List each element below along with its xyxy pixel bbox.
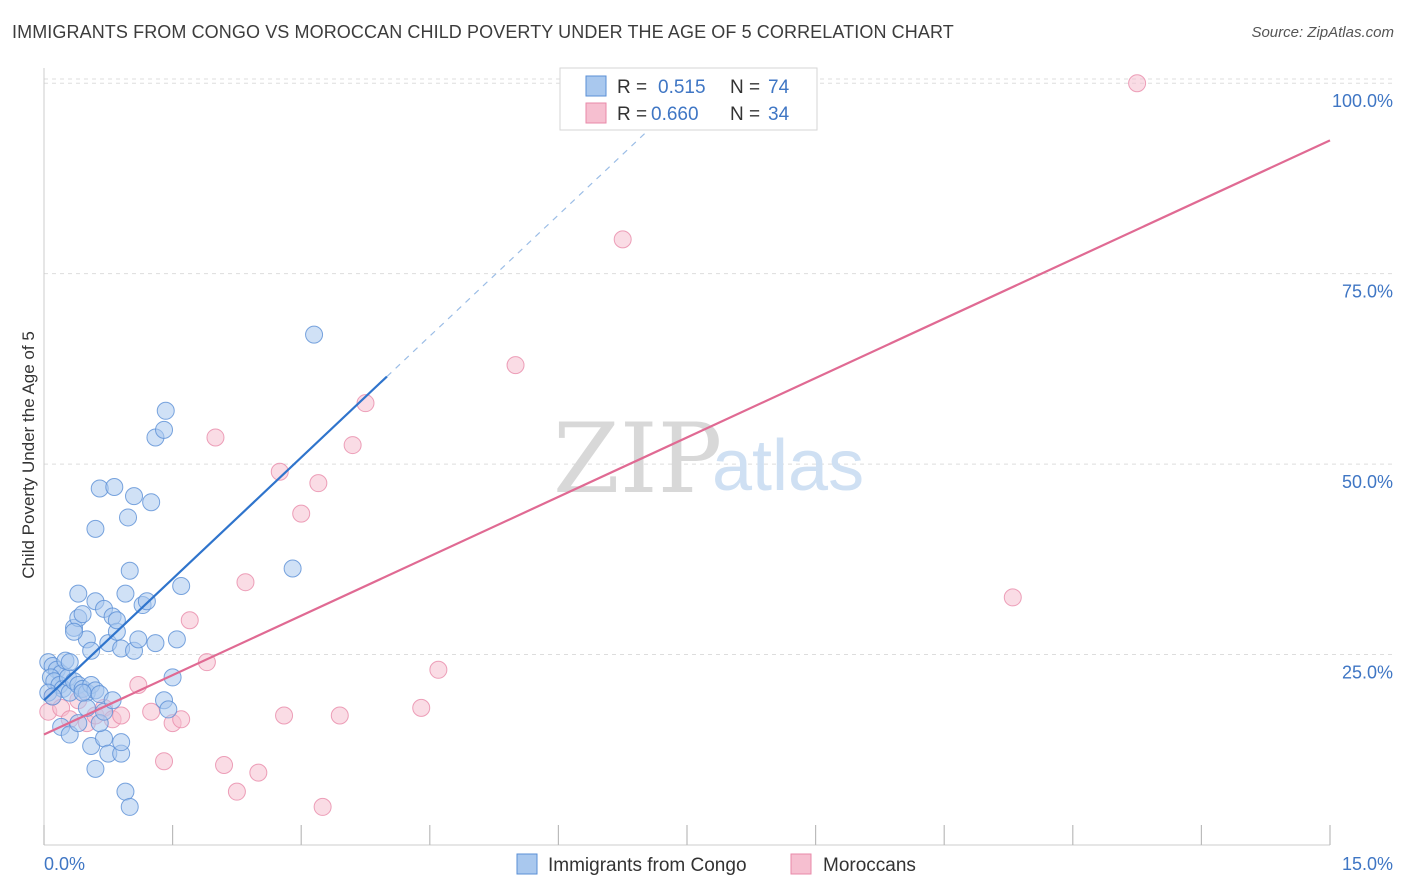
legend-r-label-moroccan: R =	[617, 104, 647, 125]
y-tick-label: 50.0%	[1342, 472, 1393, 492]
moroccan-point	[236, 573, 255, 592]
moroccan-trend-line	[43, 139, 1331, 736]
moroccan-point	[275, 706, 294, 725]
congo-point	[120, 797, 139, 816]
y-axis-title: Child Poverty Under the Age of 5	[19, 331, 38, 579]
moroccan-point	[112, 706, 131, 725]
moroccan-point	[1003, 588, 1022, 607]
congo-point	[60, 653, 79, 672]
moroccan-point	[613, 230, 632, 249]
source-credit: Source: ZipAtlas.com	[1251, 24, 1394, 41]
moroccan-point	[356, 394, 375, 413]
congo-point	[86, 519, 105, 538]
x-tick-label: 0.0%	[44, 854, 85, 874]
congo-point	[142, 493, 161, 512]
bottom-legend: Immigrants from Congo Moroccans	[516, 853, 916, 876]
congo-point	[112, 733, 131, 752]
congo-point	[116, 584, 135, 603]
moroccan-point	[172, 710, 191, 729]
congo-point	[105, 477, 124, 496]
bottom-legend-swatch-moroccan	[790, 853, 812, 875]
congo-point	[69, 584, 88, 603]
congo-point	[65, 622, 84, 641]
moroccan-point	[249, 763, 268, 782]
moroccan-point	[270, 462, 289, 481]
legend-swatch-moroccan	[585, 102, 607, 124]
bottom-legend-label-congo: Immigrants from Congo	[548, 855, 747, 876]
legend-n-value-moroccan: 34	[768, 104, 790, 125]
moroccan-point	[330, 706, 349, 725]
y-tick-labels: 25.0% 50.0% 75.0% 100.0%	[1332, 91, 1393, 682]
moroccan-point	[429, 660, 448, 679]
congo-point	[86, 759, 105, 778]
legend-n-label-congo: N =	[730, 77, 760, 98]
y-tick-label: 100.0%	[1332, 91, 1393, 111]
x-tick-label: 15.0%	[1342, 854, 1393, 874]
watermark-atlas: atlas	[712, 426, 864, 506]
congo-point	[146, 634, 165, 653]
moroccan-point	[313, 797, 332, 816]
congo-point	[305, 325, 324, 344]
congo-point	[82, 641, 101, 660]
congo-point	[73, 605, 92, 624]
legend-r-label-congo: R =	[617, 77, 647, 98]
congo-point	[283, 559, 302, 578]
gridlines	[44, 78, 1394, 656]
moroccan-point	[309, 474, 328, 493]
legend-r-value-moroccan: 0.660	[651, 104, 699, 125]
trend-lines	[43, 109, 1331, 736]
moroccan-point	[506, 356, 525, 375]
congo-point	[159, 700, 178, 719]
top-legend: R = 0.515 N = 74 R = 0.660 N = 34	[559, 67, 818, 131]
congo-point	[137, 592, 156, 611]
congo-point	[107, 611, 126, 630]
x-tick-labels: 0.0% 15.0%	[44, 854, 1393, 874]
congo-point	[95, 729, 114, 748]
y-tick-label: 25.0%	[1342, 663, 1393, 683]
congo-point	[119, 508, 138, 527]
congo-trend-line	[43, 375, 388, 702]
congo-point	[125, 487, 144, 506]
legend-swatch-congo	[585, 75, 607, 97]
watermark-zip: ZIP	[553, 403, 722, 515]
congo-point	[120, 561, 139, 580]
moroccan-point	[1128, 74, 1147, 93]
chart-title: IMMIGRANTS FROM CONGO VS MOROCCAN CHILD …	[12, 22, 954, 42]
moroccan-point	[227, 782, 246, 801]
legend-n-label-moroccan: N =	[730, 104, 760, 125]
legend-r-value-congo: 0.515	[658, 77, 706, 98]
moroccan-point	[412, 698, 431, 717]
congo-point	[129, 630, 148, 649]
congo-point	[155, 420, 174, 439]
moroccan-point	[206, 428, 225, 447]
congo-point	[156, 401, 175, 420]
congo-point	[167, 630, 186, 649]
legend-n-value-congo: 74	[768, 77, 790, 98]
bottom-legend-swatch-congo	[516, 853, 538, 875]
congo-trend-extension	[386, 109, 671, 377]
moroccan-point	[155, 752, 174, 771]
moroccan-point	[180, 611, 199, 630]
congo-point	[69, 714, 88, 733]
moroccan-point	[343, 436, 362, 455]
moroccan-point	[292, 504, 311, 523]
congo-point	[172, 577, 191, 595]
bottom-legend-label-moroccan: Moroccans	[823, 855, 916, 876]
congo-point	[73, 683, 92, 702]
congo-point	[116, 782, 135, 801]
congo-point	[43, 687, 62, 706]
moroccan-point	[215, 756, 234, 775]
axes	[43, 68, 1331, 846]
y-tick-label: 75.0%	[1342, 282, 1393, 302]
